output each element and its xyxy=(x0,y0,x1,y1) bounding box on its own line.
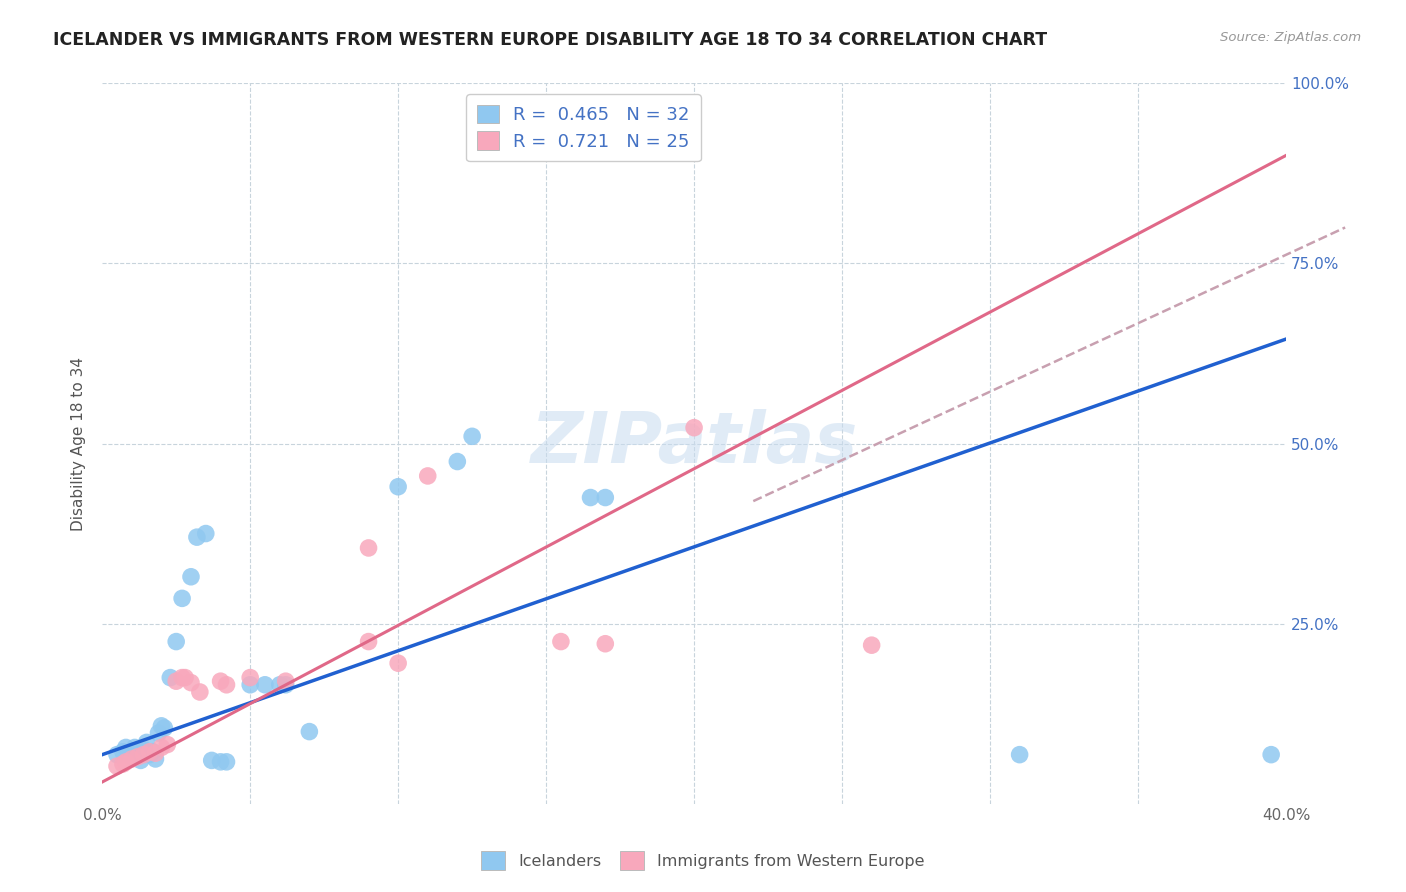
Point xyxy=(127,749,149,764)
Point xyxy=(298,724,321,739)
Point xyxy=(153,721,176,735)
Point xyxy=(683,420,706,434)
Point xyxy=(148,726,170,740)
Point xyxy=(150,740,173,755)
Point xyxy=(387,656,409,670)
Point xyxy=(579,491,602,505)
Point xyxy=(357,541,380,555)
Point xyxy=(357,634,380,648)
Point xyxy=(127,745,149,759)
Point xyxy=(215,755,238,769)
Point xyxy=(253,678,276,692)
Point xyxy=(132,742,155,756)
Point xyxy=(138,747,160,762)
Point xyxy=(172,671,194,685)
Point xyxy=(188,685,211,699)
Point xyxy=(446,454,468,468)
Legend: Icelanders, Immigrants from Western Europe: Icelanders, Immigrants from Western Euro… xyxy=(475,845,931,877)
Point xyxy=(165,674,187,689)
Point xyxy=(239,678,262,692)
Point xyxy=(194,526,217,541)
Legend: R =  0.465   N = 32, R =  0.721   N = 25: R = 0.465 N = 32, R = 0.721 N = 25 xyxy=(467,94,700,161)
Point xyxy=(150,719,173,733)
Point xyxy=(111,757,134,772)
Point xyxy=(1260,747,1282,762)
Point xyxy=(209,755,232,769)
Point xyxy=(132,747,155,762)
Point xyxy=(121,749,143,764)
Point xyxy=(138,745,160,759)
Point xyxy=(1008,747,1031,762)
Text: ICELANDER VS IMMIGRANTS FROM WESTERN EUROPE DISABILITY AGE 18 TO 34 CORRELATION : ICELANDER VS IMMIGRANTS FROM WESTERN EUR… xyxy=(53,31,1047,49)
Y-axis label: Disability Age 18 to 34: Disability Age 18 to 34 xyxy=(72,357,86,531)
Point xyxy=(595,637,617,651)
Point xyxy=(105,747,128,762)
Point xyxy=(145,746,167,760)
Text: Source: ZipAtlas.com: Source: ZipAtlas.com xyxy=(1220,31,1361,45)
Point xyxy=(180,570,202,584)
Point xyxy=(239,671,262,685)
Point xyxy=(209,674,232,689)
Point xyxy=(156,738,179,752)
Text: ZIPatlas: ZIPatlas xyxy=(530,409,858,478)
Point xyxy=(145,752,167,766)
Point xyxy=(174,671,197,685)
Point xyxy=(180,675,202,690)
Point xyxy=(105,759,128,773)
Point xyxy=(186,530,208,544)
Point xyxy=(165,634,187,648)
Point xyxy=(172,591,194,606)
Point xyxy=(215,678,238,692)
Point xyxy=(135,735,157,749)
Point xyxy=(550,634,572,648)
Point xyxy=(416,469,439,483)
Point xyxy=(141,745,163,759)
Point xyxy=(201,753,224,767)
Point xyxy=(159,671,181,685)
Point xyxy=(274,674,297,689)
Point xyxy=(115,755,138,769)
Point xyxy=(269,678,291,692)
Point xyxy=(121,752,143,766)
Point xyxy=(461,429,484,443)
Point xyxy=(129,753,152,767)
Point xyxy=(387,480,409,494)
Point xyxy=(124,740,146,755)
Point xyxy=(595,491,617,505)
Point xyxy=(274,678,297,692)
Point xyxy=(115,740,138,755)
Point xyxy=(860,638,883,652)
Point xyxy=(111,745,134,759)
